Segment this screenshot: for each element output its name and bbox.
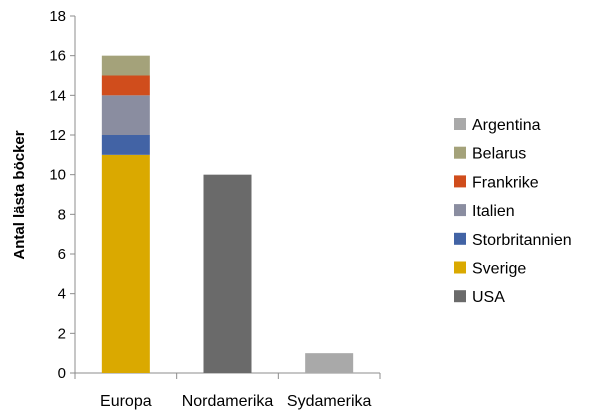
legend-label: Italien — [472, 203, 515, 220]
y-axis-title: Antal lästa böcker — [11, 130, 28, 259]
legend-swatch — [454, 204, 466, 217]
x-category-label: Nordamerika — [182, 393, 274, 410]
y-tick-label: 2 — [58, 325, 66, 342]
y-tick-label: 4 — [58, 286, 66, 303]
bar-segment — [101, 95, 150, 135]
y-tick-label: 16 — [49, 48, 66, 65]
bar-segment — [203, 174, 252, 373]
legend-swatch — [454, 232, 466, 245]
x-axis: Europa Nordamerika Sydamerika — [74, 372, 381, 410]
y-tick-label: 12 — [49, 127, 66, 144]
legend-label: Frankrike — [472, 174, 539, 191]
legend-swatch — [454, 261, 466, 274]
bar-segment — [101, 135, 150, 155]
bar-segment — [101, 55, 150, 76]
legend-swatch — [454, 146, 466, 159]
bar-segment — [305, 353, 354, 373]
x-category-label: Europa — [100, 393, 152, 410]
y-axis: 0 2 4 6 8 10 12 14 16 18 — [49, 8, 76, 382]
y-tick-label: 6 — [58, 246, 66, 263]
y-tick-label: 8 — [58, 206, 66, 223]
legend-label: Storbritannien — [472, 232, 572, 249]
legend-label: USA — [472, 289, 505, 306]
legend-label: Argentina — [472, 117, 541, 134]
x-category-label: Sydamerika — [287, 393, 372, 410]
y-tick-label: 18 — [49, 8, 66, 25]
y-tick-label: 14 — [49, 87, 66, 104]
bar-segment — [101, 75, 150, 96]
legend: Argentina Belarus Frankrike Italien Storbrit… — [454, 117, 572, 306]
legend-swatch — [454, 290, 466, 303]
legend-label: Belarus — [472, 146, 526, 163]
legend-swatch — [454, 118, 466, 130]
legend-swatch — [454, 175, 466, 188]
y-tick-label: 10 — [49, 167, 66, 184]
bars — [101, 55, 354, 373]
y-tick-label: 0 — [58, 365, 66, 382]
bar-segment — [101, 154, 150, 373]
legend-label: Sverige — [472, 261, 526, 278]
